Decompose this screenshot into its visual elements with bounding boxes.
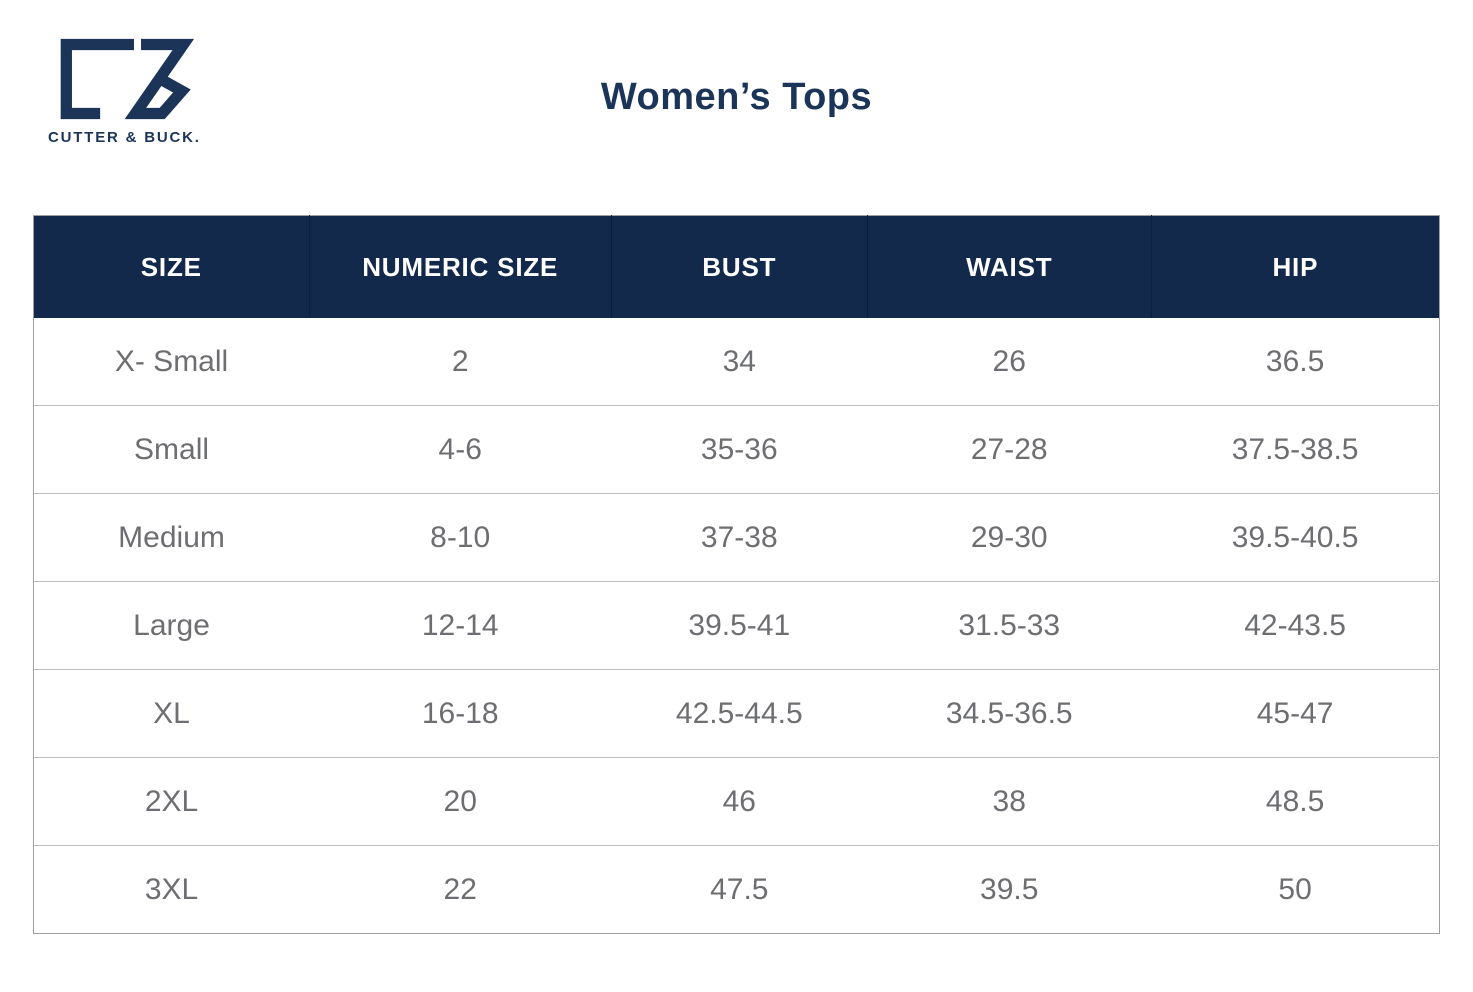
- size-label-cell: X- Small: [33, 318, 310, 406]
- brand-logo: CUTTER & BUCK.: [48, 36, 208, 146]
- measurement-cell: 16-18: [309, 669, 612, 758]
- column-header-numeric-size: NUMERIC SIZE: [308, 215, 612, 318]
- measurement-cell: 31.5-33: [867, 581, 1152, 670]
- measurement-cell: 48.5: [1151, 757, 1440, 846]
- measurement-cell: 42.5-44.5: [611, 669, 868, 758]
- size-label-cell: XL: [33, 669, 310, 758]
- measurement-cell: 45-47: [1151, 669, 1440, 758]
- table-header-row: SIZE NUMERIC SIZE BUST WAIST HIP: [33, 215, 1440, 318]
- measurement-cell: 35-36: [611, 405, 868, 494]
- size-chart-table: SIZE NUMERIC SIZE BUST WAIST HIP X- Small 2 34…: [33, 215, 1440, 934]
- table-row: 3XL 22 47.5 39.5 50: [34, 846, 1440, 934]
- size-label-cell: Small: [33, 405, 310, 494]
- measurement-cell: 22: [443, 872, 477, 906]
- measurement-cell: 50: [1278, 872, 1312, 906]
- measurement-cell: 39.5-40.5: [1151, 493, 1440, 582]
- measurement-cell: 26: [867, 318, 1152, 406]
- table-body: X- Small 2 34 26 36.5 Small 4-6 35-36 27-28 37.5-…: [33, 318, 1440, 934]
- column-header-waist: WAIST: [866, 215, 1152, 318]
- size-label-cell: 2XL: [33, 757, 310, 846]
- measurement-cell: 42-43.5: [1151, 581, 1440, 670]
- table-row: 2XL 20 46 38 48.5: [33, 757, 1440, 846]
- measurement-cell: 39.5: [980, 872, 1039, 906]
- table-row: Medium 8-10 37-38 29-30 39.5-40.5: [33, 493, 1440, 582]
- size-label-cell: Large: [33, 581, 310, 670]
- measurement-cell: 37-38: [611, 493, 868, 582]
- measurement-cell: 39.5-41: [611, 581, 868, 670]
- size-label-cell: Medium: [33, 493, 310, 582]
- table-row: Large 12-14 39.5-41 31.5-33 42-43.5: [33, 581, 1440, 670]
- measurement-cell: 47.5: [710, 872, 769, 906]
- measurement-cell: 34: [611, 318, 868, 406]
- measurement-cell: 29-30: [867, 493, 1152, 582]
- table-row: XL 16-18 42.5-44.5 34.5-36.5 45-47: [33, 669, 1440, 758]
- measurement-cell: 4-6: [309, 405, 612, 494]
- measurement-cell: 8-10: [309, 493, 612, 582]
- cutter-buck-monogram-icon: [60, 38, 195, 120]
- table-header: SIZE NUMERIC SIZE BUST WAIST HIP: [33, 215, 1440, 318]
- table-row: Small 4-6 35-36 27-28 37.5-38.5: [33, 405, 1440, 494]
- size-label-cell: 3XL: [144, 872, 199, 906]
- measurement-cell: 46: [611, 757, 868, 846]
- page-title: Women’s Tops: [600, 76, 873, 118]
- measurement-cell: 12-14: [309, 581, 612, 670]
- measurement-cell: 2: [309, 318, 612, 406]
- measurement-cell: 38: [867, 757, 1152, 846]
- column-header-size: SIZE: [33, 215, 310, 318]
- measurement-cell: 27-28: [867, 405, 1152, 494]
- table-row: X- Small 2 34 26 36.5: [33, 318, 1440, 406]
- measurement-cell: 37.5-38.5: [1151, 405, 1440, 494]
- column-header-hip: HIP: [1150, 215, 1440, 318]
- brand-logo-text: CUTTER & BUCK.: [48, 129, 201, 146]
- measurement-cell: 36.5: [1151, 318, 1440, 406]
- measurement-cell: 20: [309, 757, 612, 846]
- column-header-bust: BUST: [610, 215, 868, 318]
- measurement-cell: 34.5-36.5: [867, 669, 1152, 758]
